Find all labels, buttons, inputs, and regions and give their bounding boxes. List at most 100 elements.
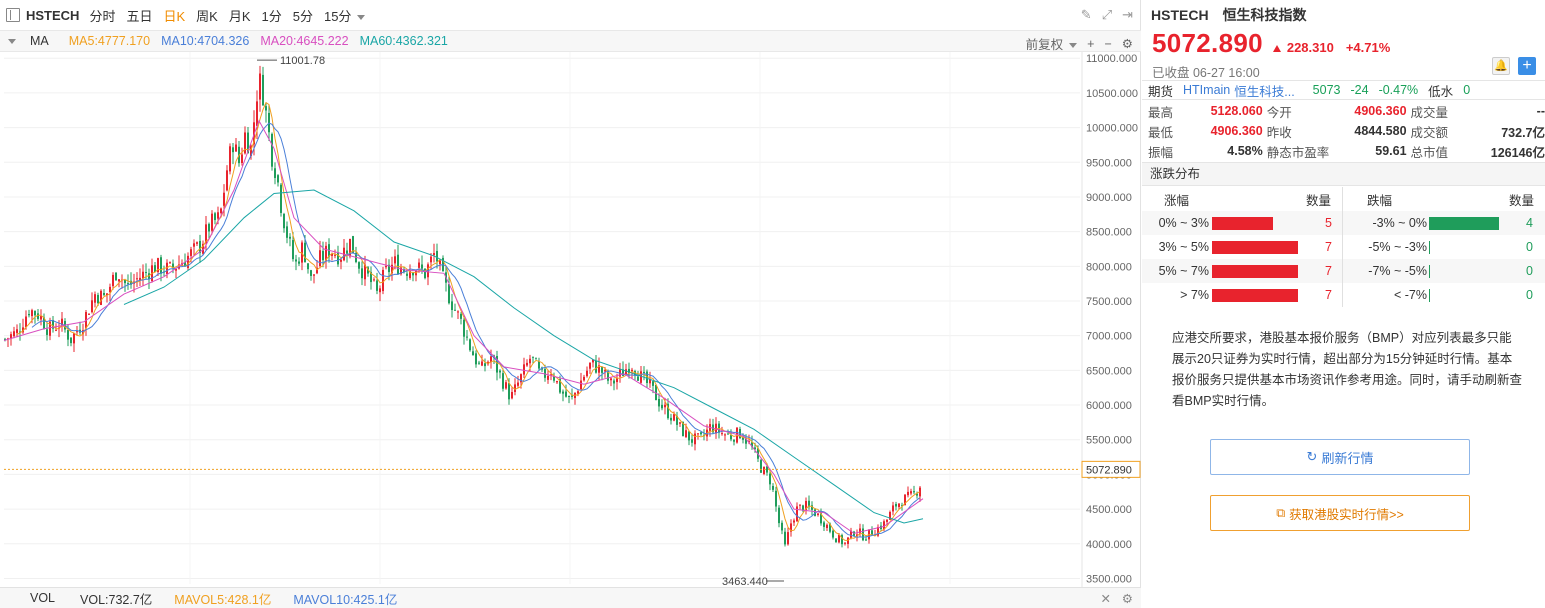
candle-body	[754, 447, 756, 450]
tab-15min[interactable]: 15分	[323, 6, 366, 25]
add-watchlist-icon[interactable]: +	[1518, 57, 1536, 75]
down-bar	[1429, 265, 1430, 278]
candle-body	[781, 522, 783, 531]
candle-body	[211, 213, 213, 231]
up-range: > 7%	[1180, 288, 1209, 302]
candle-body	[616, 378, 618, 383]
alert-bell-icon[interactable]: 🔔	[1492, 57, 1510, 75]
bmp-notice: 应港交所要求，港股基本报价服务（BMP）对应列表最多只能展示20只证券为实时行情…	[1172, 331, 1523, 408]
gear-icon[interactable]: ⚙	[1121, 37, 1133, 51]
candle-body	[871, 530, 873, 536]
candle-body	[898, 503, 900, 507]
candle-body	[103, 292, 105, 295]
candle-body	[499, 370, 501, 373]
down-count: 0	[1526, 264, 1533, 278]
candle-body	[439, 260, 441, 265]
tab-weekly-k[interactable]: 周K	[196, 8, 218, 24]
candle-body	[886, 519, 888, 522]
candle-body	[316, 267, 318, 274]
candle-body	[16, 329, 18, 333]
candle-body	[358, 262, 360, 269]
refresh-quote-button[interactable]: ↻ 刷新行情	[1210, 439, 1470, 475]
up-count: 7	[1325, 240, 1332, 254]
candle-body	[799, 504, 801, 506]
candle-body	[364, 264, 366, 280]
candle-body	[790, 523, 792, 532]
candle-body	[454, 309, 456, 311]
stat-label: 成交额	[1410, 125, 1449, 140]
futures-change: -24	[1350, 83, 1369, 97]
collapse-panel-icon[interactable]: ⇥	[1122, 7, 1133, 22]
ma20-value: MA20:4645.222	[260, 34, 349, 48]
candle-body	[70, 337, 72, 344]
candle-body	[745, 438, 747, 444]
candle-body	[628, 368, 630, 374]
candle-body	[313, 274, 315, 276]
futures-row[interactable]: 期货 HTImain 恒生科技... 5073 -24 -0.47% 低水 0	[1142, 80, 1545, 100]
pencil-icon[interactable]: ✎	[1080, 7, 1092, 22]
candle-body	[214, 213, 216, 221]
minimize-icon[interactable]: −	[1104, 36, 1112, 51]
stat-value: 4844.580	[1354, 124, 1407, 138]
get-realtime-quote-button[interactable]: ⧉ 获取港股实时行情>>	[1210, 495, 1470, 531]
ma-bar-actions: 前复权 + − ⚙	[1026, 34, 1133, 53]
candle-body	[55, 329, 57, 331]
candle-body	[385, 265, 387, 268]
candle-body	[784, 531, 786, 545]
candle-body	[892, 505, 894, 512]
column-divider	[1342, 211, 1343, 235]
candle-body	[562, 391, 564, 394]
add-indicator-icon[interactable]: +	[1087, 36, 1095, 51]
stat-value: 59.61	[1375, 144, 1407, 158]
candle-body	[76, 331, 78, 333]
candle-body	[184, 262, 186, 267]
candle-body	[559, 379, 561, 393]
candle-body	[724, 434, 726, 436]
tab-15min-label: 15分	[323, 8, 352, 24]
candle-body	[94, 294, 96, 303]
vol-value: VOL:732.7亿	[80, 592, 153, 607]
sidebar-toggle-icon[interactable]	[6, 8, 20, 22]
candle-body	[901, 505, 903, 507]
candle-body	[166, 262, 168, 274]
tab-1min[interactable]: 1分	[261, 8, 282, 24]
candle-body	[172, 263, 174, 269]
candle-body	[376, 280, 378, 291]
candle-body	[241, 154, 243, 163]
stat-value: 126146亿	[1490, 145, 1545, 160]
close-icon[interactable]: ✕	[1100, 591, 1111, 606]
kline-chart[interactable]: 11000.000 10500.000 10000.000 9500.000 9000.…	[0, 52, 1141, 587]
stat-label: 最高	[1148, 105, 1174, 120]
candle-body	[361, 268, 363, 279]
candle-body	[217, 212, 219, 219]
ma10-value: MA10:4704.326	[161, 34, 250, 48]
candle-body	[406, 273, 408, 276]
gear-icon[interactable]: ⚙	[1121, 591, 1133, 606]
candle-body	[226, 170, 228, 191]
candle-body	[622, 369, 624, 376]
tab-intraday[interactable]: 分时	[89, 8, 116, 24]
futures-price: 5073	[1312, 83, 1341, 97]
candle-body	[457, 311, 459, 313]
period-toolbar: HSTECH 分时 五日 日K 周K 月K 1分 5分 15分 ✎ ⤢ ⇥	[0, 0, 1141, 30]
up-count: 5	[1325, 216, 1332, 230]
candle-body	[346, 250, 348, 254]
chart-symbol: HSTECH	[26, 7, 80, 23]
fullscreen-icon[interactable]: ⤢	[1101, 7, 1113, 22]
candle-body	[679, 422, 681, 424]
ma-collapse-icon[interactable]	[8, 39, 16, 44]
stat-label: 振幅	[1148, 145, 1174, 160]
candle-body	[481, 361, 483, 366]
vol-label: VOL	[30, 591, 56, 605]
candle-body	[37, 313, 39, 319]
candle-body	[373, 279, 375, 281]
tab-five-day[interactable]: 五日	[126, 8, 153, 24]
candle-body	[829, 523, 831, 532]
candle-body	[322, 250, 324, 261]
adjust-select[interactable]: 前复权	[1026, 34, 1078, 53]
tab-monthly-k[interactable]: 月K	[228, 8, 251, 24]
tab-5min[interactable]: 5分	[292, 8, 313, 24]
candle-body	[421, 264, 423, 269]
tab-daily-k[interactable]: 日K	[163, 8, 186, 24]
candle-body	[532, 356, 534, 358]
